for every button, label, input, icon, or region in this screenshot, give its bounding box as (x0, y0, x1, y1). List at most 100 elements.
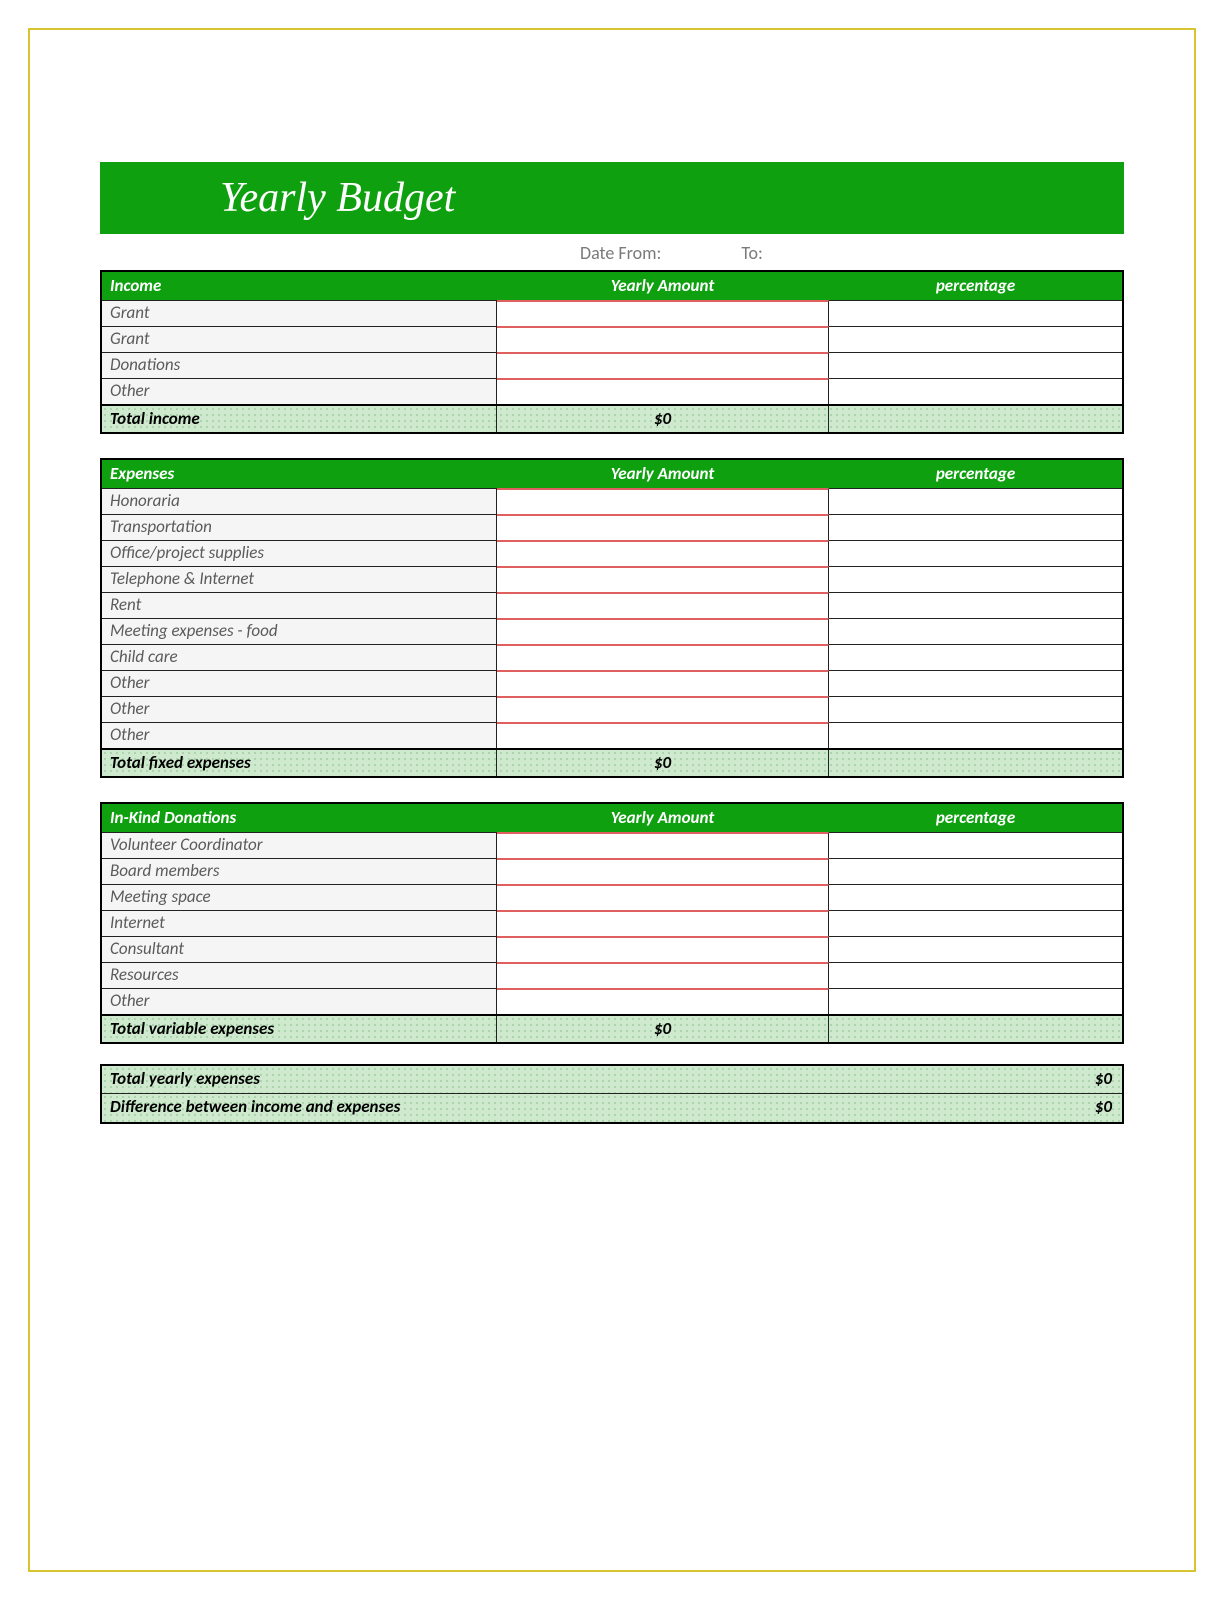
expenses-row: Transportation (102, 514, 1122, 540)
expenses-row-pct-input[interactable] (829, 541, 1122, 566)
inkind-header-row: In-Kind Donations Yearly Amount percenta… (102, 804, 1122, 832)
inkind-row-amount-input[interactable] (497, 884, 829, 910)
expenses-row-amount-input[interactable] (497, 566, 829, 592)
inkind-row: Board members (102, 858, 1122, 884)
inkind-row-amount-input[interactable] (497, 988, 829, 1014)
income-row-amount-input[interactable] (497, 326, 829, 352)
inkind-row: Volunteer Coordinator (102, 832, 1122, 858)
income-total-row: Total income $0 (102, 404, 1122, 432)
expenses-row-label: Office/project supplies (102, 541, 497, 566)
inkind-row-pct-input[interactable] (829, 833, 1122, 858)
inkind-row-label: Resources (102, 963, 497, 988)
expenses-row-amount-input[interactable] (497, 592, 829, 618)
inkind-row-pct-input[interactable] (829, 937, 1122, 962)
income-section: Income Yearly Amount percentage GrantGra… (100, 270, 1124, 434)
inkind-row-pct-input[interactable] (829, 911, 1122, 936)
expenses-row-amount-input[interactable] (497, 722, 829, 748)
amount-header: Yearly Amount (497, 804, 829, 832)
inkind-row: Meeting space (102, 884, 1122, 910)
expenses-row-label: Other (102, 723, 497, 748)
expenses-row-amount-input[interactable] (497, 514, 829, 540)
income-row-label: Other (102, 379, 497, 404)
income-row-label: Grant (102, 327, 497, 352)
income-row-pct-input[interactable] (829, 353, 1122, 378)
inkind-row: Internet (102, 910, 1122, 936)
inkind-header-label: In-Kind Donations (102, 804, 497, 832)
page: Yearly Budget Date From: To: Income Year… (0, 0, 1224, 1600)
expenses-row-pct-input[interactable] (829, 567, 1122, 592)
expenses-row: Other (102, 670, 1122, 696)
income-row: Grant (102, 300, 1122, 326)
expenses-row: Child care (102, 644, 1122, 670)
expenses-row-amount-input[interactable] (497, 696, 829, 722)
content-frame: Yearly Budget Date From: To: Income Year… (28, 28, 1196, 1572)
expenses-header-row: Expenses Yearly Amount percentage (102, 460, 1122, 488)
inkind-row-pct-input[interactable] (829, 989, 1122, 1014)
expenses-row-pct-input[interactable] (829, 671, 1122, 696)
expenses-row: Other (102, 722, 1122, 748)
expenses-total-pct (829, 750, 1122, 776)
expenses-row-label: Other (102, 671, 497, 696)
inkind-row-pct-input[interactable] (829, 885, 1122, 910)
expenses-row-amount-input[interactable] (497, 644, 829, 670)
income-row-amount-input[interactable] (497, 300, 829, 326)
expenses-row: Honoraria (102, 488, 1122, 514)
inkind-row-amount-input[interactable] (497, 936, 829, 962)
expenses-total-label: Total fixed expenses (102, 750, 497, 776)
income-row-pct-input[interactable] (829, 327, 1122, 352)
expenses-row-pct-input[interactable] (829, 723, 1122, 748)
inkind-row-pct-input[interactable] (829, 859, 1122, 884)
inkind-row-amount-input[interactable] (497, 832, 829, 858)
inkind-row-label: Meeting space (102, 885, 497, 910)
income-row-pct-input[interactable] (829, 301, 1122, 326)
summary-difference-value: $0 (1062, 1094, 1122, 1122)
inkind-total-amount: $0 (497, 1016, 829, 1042)
expenses-row: Meeting expenses - food (102, 618, 1122, 644)
expenses-row-pct-input[interactable] (829, 645, 1122, 670)
inkind-row-amount-input[interactable] (497, 962, 829, 988)
expenses-total-amount: $0 (497, 750, 829, 776)
inkind-row-pct-input[interactable] (829, 963, 1122, 988)
summary-total-expenses-row: Total yearly expenses $0 (102, 1066, 1122, 1094)
expenses-row-pct-input[interactable] (829, 593, 1122, 618)
expenses-row-label: Rent (102, 593, 497, 618)
expenses-row-label: Honoraria (102, 489, 497, 514)
inkind-row: Other (102, 988, 1122, 1014)
expenses-row-label: Telephone & Internet (102, 567, 497, 592)
inkind-row-amount-input[interactable] (497, 858, 829, 884)
inkind-row: Consultant (102, 936, 1122, 962)
expenses-row-amount-input[interactable] (497, 488, 829, 514)
inkind-row-amount-input[interactable] (497, 910, 829, 936)
summary-section: Total yearly expenses $0 Difference betw… (100, 1064, 1124, 1124)
income-row-label: Donations (102, 353, 497, 378)
expenses-row-amount-input[interactable] (497, 540, 829, 566)
expenses-header-label: Expenses (102, 460, 497, 488)
pct-header: percentage (829, 460, 1122, 488)
date-line: Date From: To: (100, 242, 1124, 264)
pct-header: percentage (829, 804, 1122, 832)
inkind-row-label: Board members (102, 859, 497, 884)
expenses-row: Rent (102, 592, 1122, 618)
expenses-row-label: Meeting expenses - food (102, 619, 497, 644)
expenses-section: Expenses Yearly Amount percentage Honora… (100, 458, 1124, 778)
inkind-row: Resources (102, 962, 1122, 988)
expenses-row-amount-input[interactable] (497, 618, 829, 644)
expenses-total-row: Total fixed expenses $0 (102, 748, 1122, 776)
summary-total-expenses-label: Total yearly expenses (102, 1066, 1062, 1093)
expenses-row-pct-input[interactable] (829, 489, 1122, 514)
expenses-row-pct-input[interactable] (829, 697, 1122, 722)
inkind-total-pct (829, 1016, 1122, 1042)
income-total-label: Total income (102, 406, 497, 432)
income-total-pct (829, 406, 1122, 432)
inkind-section: In-Kind Donations Yearly Amount percenta… (100, 802, 1124, 1044)
summary-difference-label: Difference between income and expenses (102, 1094, 1062, 1122)
pct-header: percentage (829, 272, 1122, 300)
expenses-row-pct-input[interactable] (829, 619, 1122, 644)
expenses-row-pct-input[interactable] (829, 515, 1122, 540)
income-row-pct-input[interactable] (829, 379, 1122, 404)
date-to-label: To: (741, 242, 762, 264)
expenses-row: Telephone & Internet (102, 566, 1122, 592)
expenses-row-amount-input[interactable] (497, 670, 829, 696)
income-row-amount-input[interactable] (497, 378, 829, 404)
income-row-amount-input[interactable] (497, 352, 829, 378)
